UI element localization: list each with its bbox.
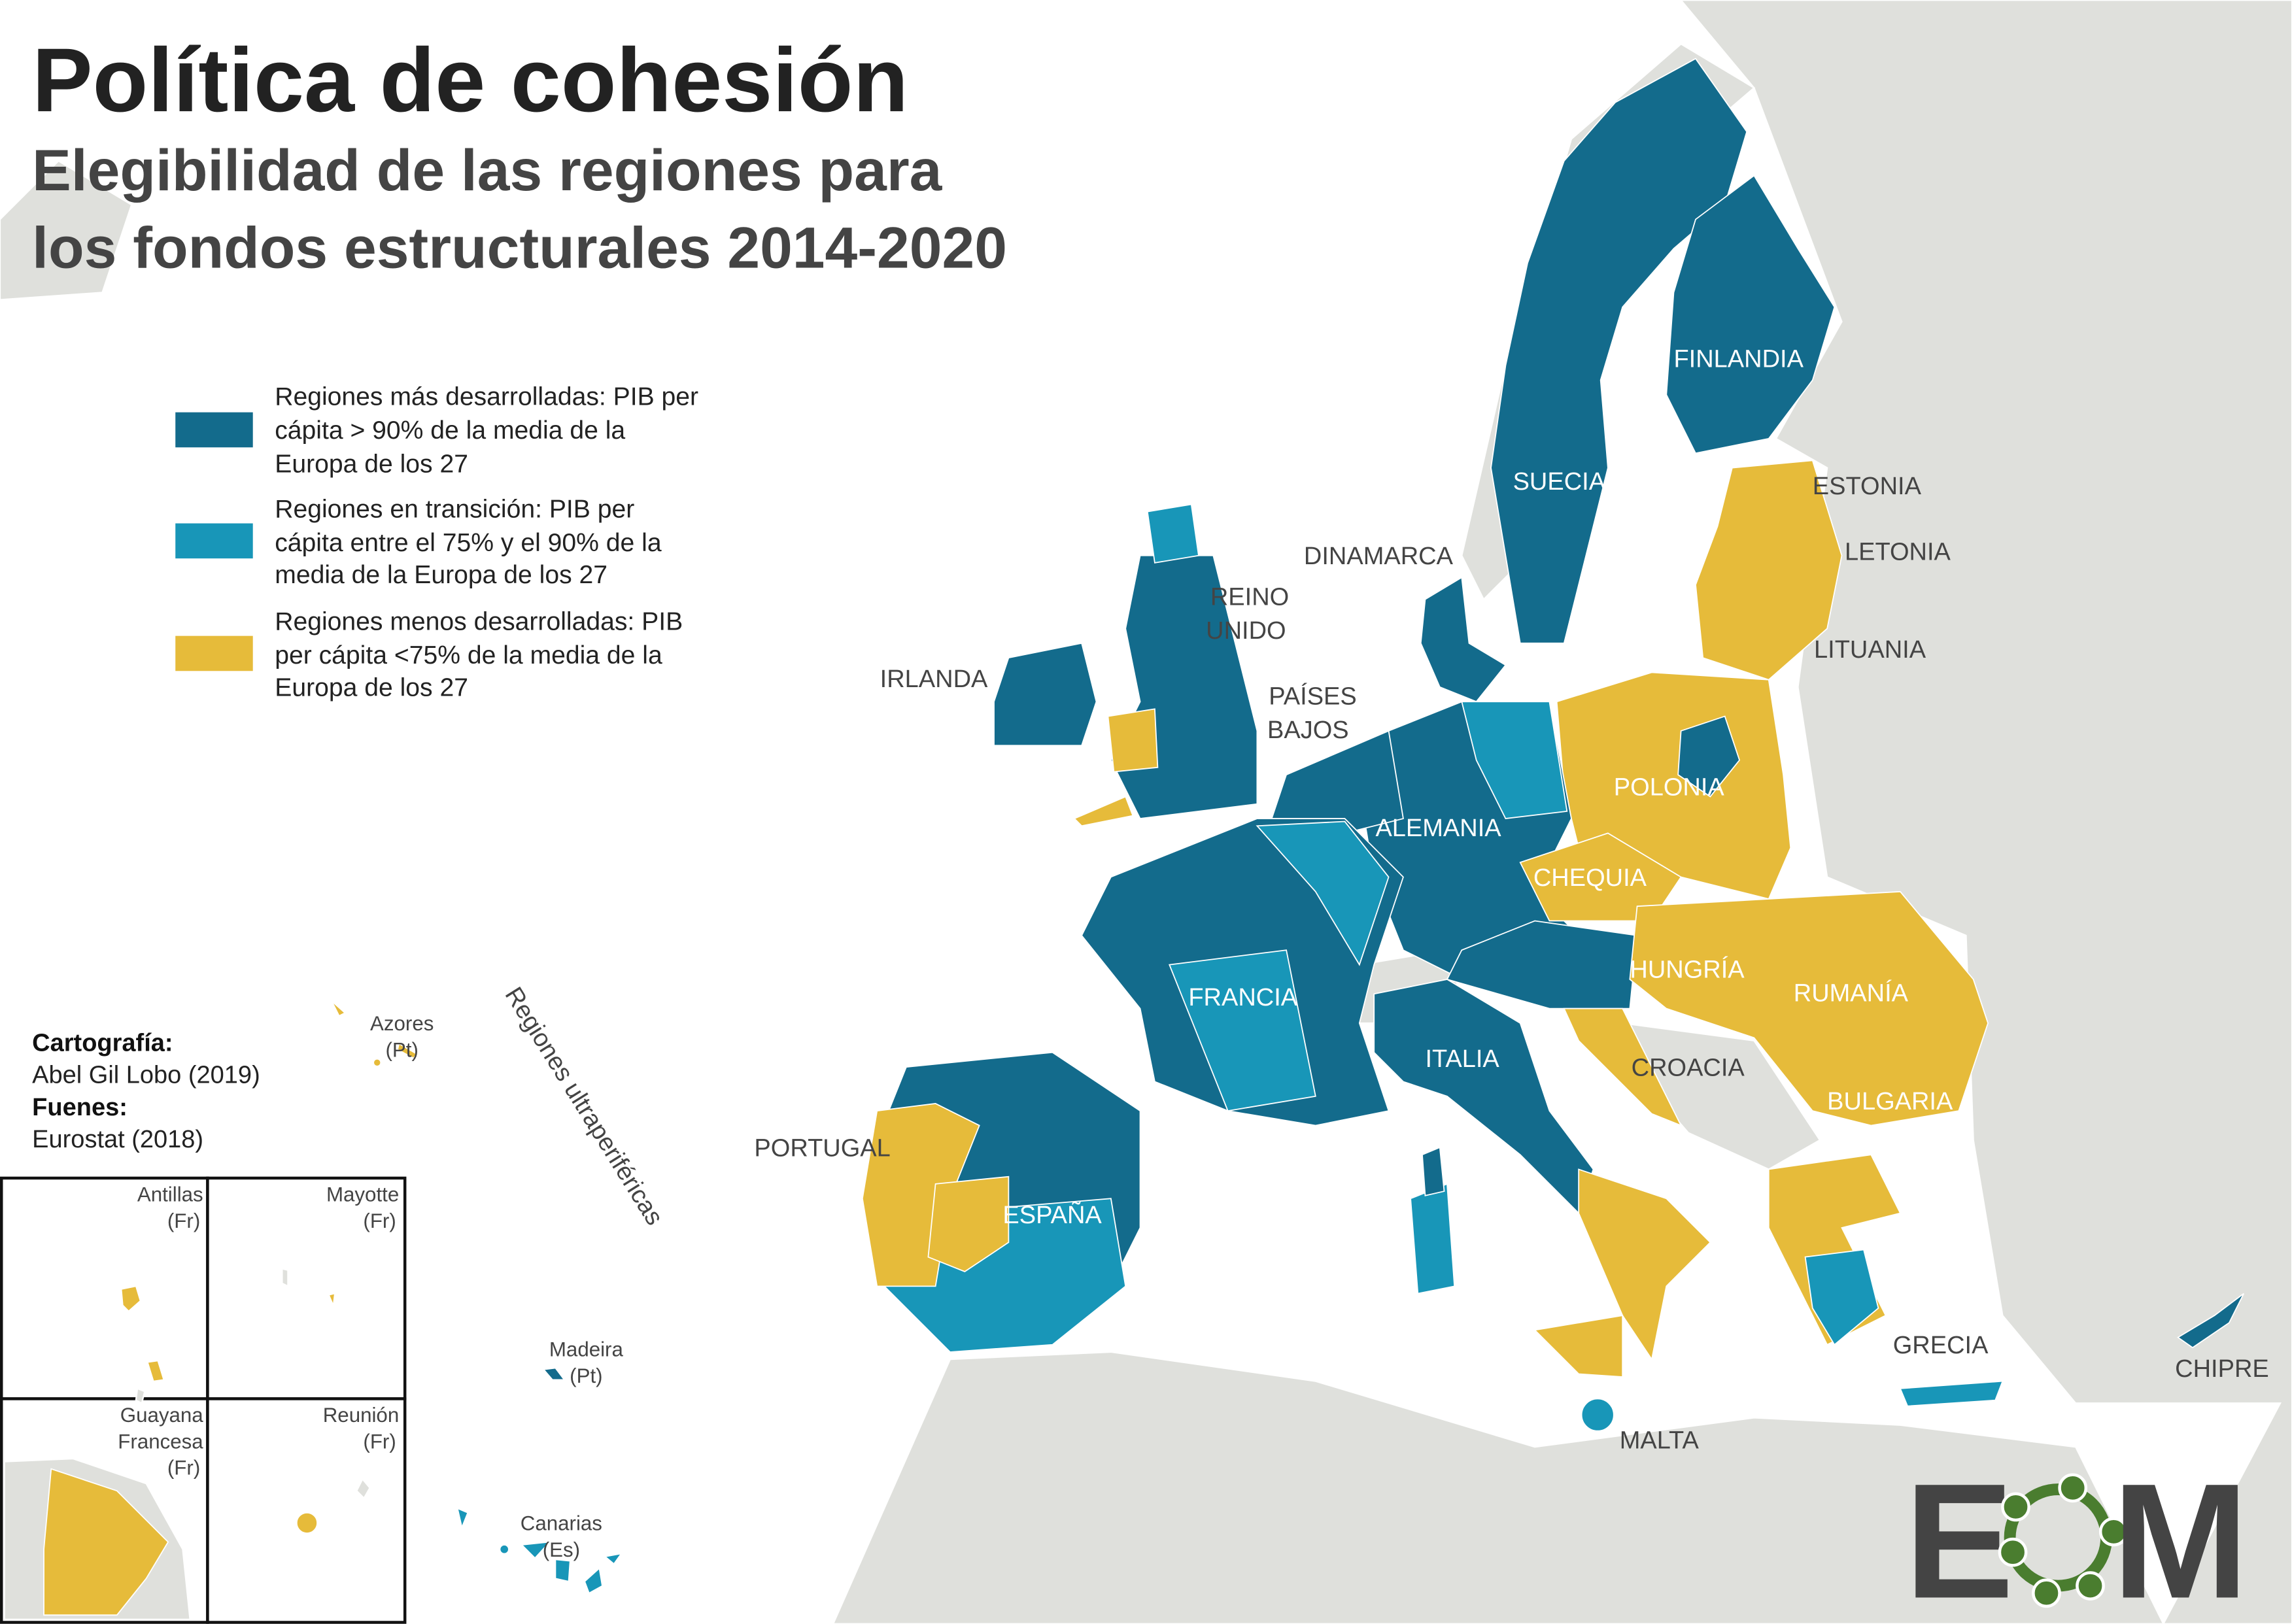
label-reino-unido: REINO <box>1210 584 1289 611</box>
legend-text: media de la Europa de los 27 <box>275 561 607 589</box>
label-antillas: Antillas <box>137 1183 203 1206</box>
label-mayotte: Mayotte <box>326 1183 399 1206</box>
label-paises-bajos: PAÍSES <box>1269 683 1356 711</box>
label-espana: ESPAÑA <box>1002 1201 1102 1229</box>
label-hungria: HUNGRÍA <box>1630 956 1745 984</box>
sources-value: Eurostat (2018) <box>32 1126 203 1153</box>
region-alemania-east <box>1461 701 1568 820</box>
label-madeira-country: (Pt) <box>570 1364 602 1387</box>
region-warszawa <box>1677 715 1741 798</box>
region-chequia <box>1519 832 1682 922</box>
eom-logo: E M <box>1905 1449 2249 1624</box>
region-irlanda <box>993 642 1097 747</box>
credits: Cartografía: Abel Gil Lobo (2019) Fuenes… <box>32 1029 260 1153</box>
region-francia-north <box>1256 820 1390 966</box>
label-reunion: Reunión <box>323 1404 400 1427</box>
label-grecia: GRECIA <box>1893 1332 1989 1359</box>
legend-text: per cápita <75% de la media de la <box>275 641 662 669</box>
outermost-labels: Azores (Pt) Madeira (Pt) Canarias (Es) A… <box>118 1012 623 1561</box>
label-azores: Azores <box>370 1012 434 1035</box>
logo-letter-e: E <box>1905 1449 2014 1624</box>
region-italia-south <box>1578 1168 1711 1361</box>
label-malta: MALTA <box>1620 1427 1700 1454</box>
label-paises-bajos-2: BAJOS <box>1267 717 1349 744</box>
label-irlanda: IRLANDA <box>880 666 988 693</box>
label-polonia: POLONIA <box>1614 773 1725 801</box>
region-malta <box>1581 1398 1615 1432</box>
label-chipre: CHIPRE <box>2175 1355 2269 1383</box>
legend: Regiones más desarrolladas: PIB per cápi… <box>175 382 698 702</box>
legend-text: cápita > 90% de la media de la <box>275 416 625 445</box>
label-dinamarca: DINAMARCA <box>1304 543 1454 570</box>
label-canarias-country: (Es) <box>543 1538 580 1561</box>
outermost-insets <box>0 1176 407 1624</box>
label-estonia: ESTONIA <box>1813 473 1922 500</box>
region-madeira <box>542 1367 566 1381</box>
label-reunion-country: (Fr) <box>363 1430 396 1453</box>
label-guayana-2: Francesa <box>118 1430 203 1453</box>
label-madeira: Madeira <box>549 1338 624 1361</box>
subtitle-line-1: Elegibilidad de las regiones para <box>32 137 942 203</box>
legend-text: Europa de los 27 <box>275 673 468 702</box>
legend-text: Europa de los 27 <box>275 450 468 478</box>
region-extremadura <box>927 1176 1010 1273</box>
label-azores-country: (Pt) <box>386 1038 419 1061</box>
label-alemania: ALEMANIA <box>1375 815 1501 842</box>
label-mayotte-country: (Fr) <box>363 1210 396 1232</box>
label-letonia: LETONIA <box>1845 538 1951 566</box>
subtitle-line-2: los fondos estructurales 2014-2020 <box>32 214 1007 280</box>
outermost-regions-label: Regiones ultraperiféricas <box>500 983 668 1230</box>
region-gales <box>1107 708 1159 773</box>
region-finlandia <box>1666 175 1836 454</box>
region-cornwall <box>1073 796 1134 827</box>
label-antillas-country: (Fr) <box>167 1210 200 1232</box>
eu-regions <box>331 58 2245 1595</box>
legend-item-less-developed: Regiones menos desarrolladas: PIB <box>275 608 683 636</box>
region-croacia <box>1563 1007 1683 1127</box>
label-chequia: CHEQUIA <box>1533 864 1647 892</box>
legend-item-transition: Regiones en transición: PIB per <box>275 496 634 524</box>
page-title: Política de cohesión <box>32 30 908 131</box>
label-croacia: CROACIA <box>1632 1054 1745 1081</box>
region-benelux <box>1271 730 1404 834</box>
label-francia: FRANCIA <box>1188 984 1297 1011</box>
region-corcega <box>1422 1146 1445 1196</box>
legend-swatch-transition <box>175 523 253 559</box>
region-canarias <box>456 1507 623 1595</box>
label-portugal: PORTUGAL <box>754 1134 890 1162</box>
label-guayana: Guayana <box>120 1404 204 1427</box>
legend-swatch-less-developed <box>175 635 253 671</box>
cartography-label: Cartografía: <box>32 1029 173 1057</box>
region-crete <box>1899 1380 2004 1407</box>
region-italia <box>1373 979 1594 1215</box>
legend-item-more-developed: Regiones más desarrolladas: PIB per <box>275 382 698 411</box>
region-chipre <box>2177 1293 2245 1349</box>
region-azores <box>331 1000 418 1067</box>
logo-letter-m: M <box>2112 1449 2249 1624</box>
logo-dots <box>1998 1473 2129 1608</box>
label-bulgaria: BULGARIA <box>1827 1088 1953 1115</box>
region-cerdena <box>1410 1183 1456 1294</box>
label-reino-unido-2: UNIDO <box>1206 617 1286 645</box>
label-italia: ITALIA <box>1425 1045 1499 1073</box>
sources-label: Fuenes: <box>32 1094 128 1121</box>
label-lituania: LITUANIA <box>1814 636 1926 664</box>
legend-swatch-more-developed <box>175 412 253 448</box>
label-rumania: RUMANÍA <box>1794 979 1909 1007</box>
label-guayana-country: (Fr) <box>167 1457 200 1480</box>
region-grecia-transition <box>1804 1249 1879 1346</box>
region-francia-transition <box>1169 949 1316 1112</box>
region-escocia-north <box>1146 503 1199 564</box>
region-sicilia <box>1533 1315 1624 1378</box>
label-canarias: Canarias <box>521 1512 602 1535</box>
country-labels: FINLANDIA SUECIA ESTONIA LETONIA LITUANI… <box>754 345 2268 1454</box>
label-suecia: SUECIA <box>1513 468 1606 496</box>
label-finlandia: FINLANDIA <box>1673 345 1804 373</box>
region-dinamarca <box>1420 576 1507 703</box>
cartography-value: Abel Gil Lobo (2019) <box>32 1062 260 1089</box>
region-east <box>1629 890 1989 1126</box>
legend-text: cápita entre el 75% y el 90% de la <box>275 529 662 557</box>
